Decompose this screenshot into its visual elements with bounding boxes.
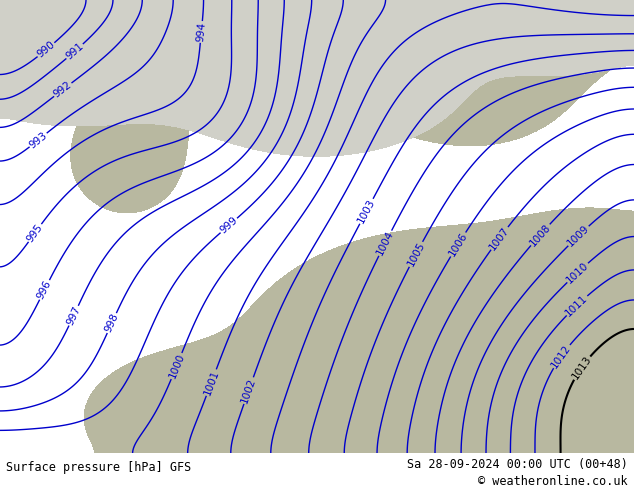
Text: 996: 996 [36,279,53,301]
Text: 997: 997 [65,305,82,327]
Text: 1007: 1007 [488,225,511,252]
Text: 990: 990 [36,40,57,60]
Text: 1012: 1012 [550,343,573,370]
Text: 1005: 1005 [405,240,427,268]
Text: Surface pressure [hPa] GFS: Surface pressure [hPa] GFS [6,461,191,474]
Text: 994: 994 [195,22,207,42]
Text: 1010: 1010 [564,260,590,285]
Text: 1003: 1003 [356,197,377,225]
Text: 1013: 1013 [570,354,593,381]
Text: 1006: 1006 [447,231,469,258]
Text: 1009: 1009 [566,223,592,248]
Text: 1011: 1011 [564,293,590,318]
Text: 1000: 1000 [167,352,186,380]
Text: 993: 993 [27,130,49,150]
Text: © weatheronline.co.uk: © weatheronline.co.uk [478,475,628,489]
Text: 992: 992 [52,80,74,99]
Text: Sa 28-09-2024 00:00 UTC (00+48): Sa 28-09-2024 00:00 UTC (00+48) [407,458,628,471]
Text: 1004: 1004 [375,229,396,257]
Text: 995: 995 [25,222,45,244]
Text: 991: 991 [64,41,86,62]
Text: 998: 998 [103,312,120,334]
Text: 1008: 1008 [527,221,553,248]
Text: 999: 999 [218,215,240,236]
Text: 1001: 1001 [202,368,221,396]
Text: 1002: 1002 [240,376,258,405]
